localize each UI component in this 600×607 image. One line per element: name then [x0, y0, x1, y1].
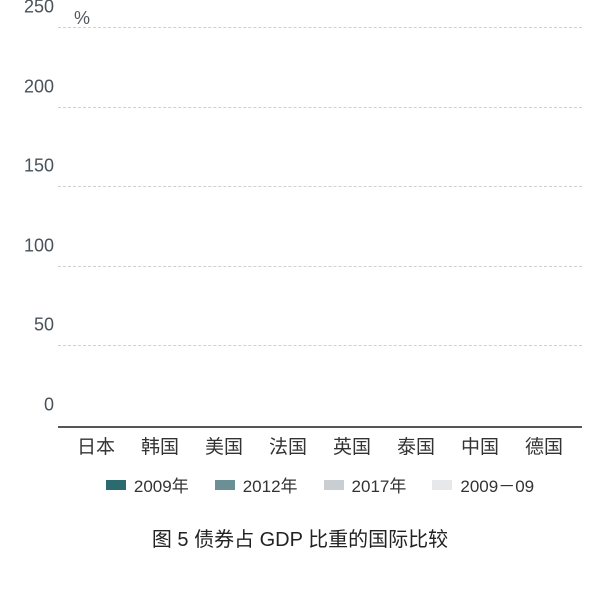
ytick-label: 200	[20, 76, 54, 97]
xtick-label: 德国	[512, 428, 576, 458]
plot-area: 050100150200250	[58, 28, 582, 428]
gridline	[58, 266, 582, 267]
gridline	[58, 27, 582, 28]
legend-item: 2009－09	[432, 472, 534, 497]
legend: 2009年 2012年 2017年 2009－09	[58, 472, 582, 497]
gridline	[58, 107, 582, 108]
legend-swatch	[106, 480, 126, 490]
legend-label: 2017年	[352, 472, 407, 497]
x-axis: 日本韩国美国法国英国泰国中国德国	[58, 428, 582, 458]
ytick-label: 250	[20, 0, 54, 18]
legend-label: 2012年	[243, 472, 298, 497]
ytick-label: 100	[20, 235, 54, 256]
ytick-label: 150	[20, 156, 54, 177]
legend-item: 2009年	[106, 472, 189, 497]
legend-label: 2009年	[134, 472, 189, 497]
xtick-label: 美国	[192, 428, 256, 458]
legend-item: 2012年	[215, 472, 298, 497]
bars-container	[58, 28, 582, 426]
legend-swatch	[324, 480, 344, 490]
legend-item: 2017年	[324, 472, 407, 497]
ytick-label: 50	[20, 315, 54, 336]
legend-swatch	[432, 480, 452, 490]
xtick-label: 韩国	[128, 428, 192, 458]
gridline	[58, 345, 582, 346]
legend-swatch	[215, 480, 235, 490]
xtick-label: 泰国	[384, 428, 448, 458]
xtick-label: 日本	[64, 428, 128, 458]
figure: % 050100150200250 日本韩国美国法国英国泰国中国德国 2009年…	[0, 0, 600, 607]
ytick-label: 0	[20, 395, 54, 416]
xtick-label: 英国	[320, 428, 384, 458]
chart-area: 050100150200250 日本韩国美国法国英国泰国中国德国	[58, 28, 582, 458]
y-axis-unit: %	[74, 8, 90, 29]
xtick-label: 中国	[448, 428, 512, 458]
legend-label: 2009－09	[460, 472, 534, 497]
figure-caption: 图 5 债券占 GDP 比重的国际比较	[18, 523, 582, 552]
gridline	[58, 186, 582, 187]
xtick-label: 法国	[256, 428, 320, 458]
